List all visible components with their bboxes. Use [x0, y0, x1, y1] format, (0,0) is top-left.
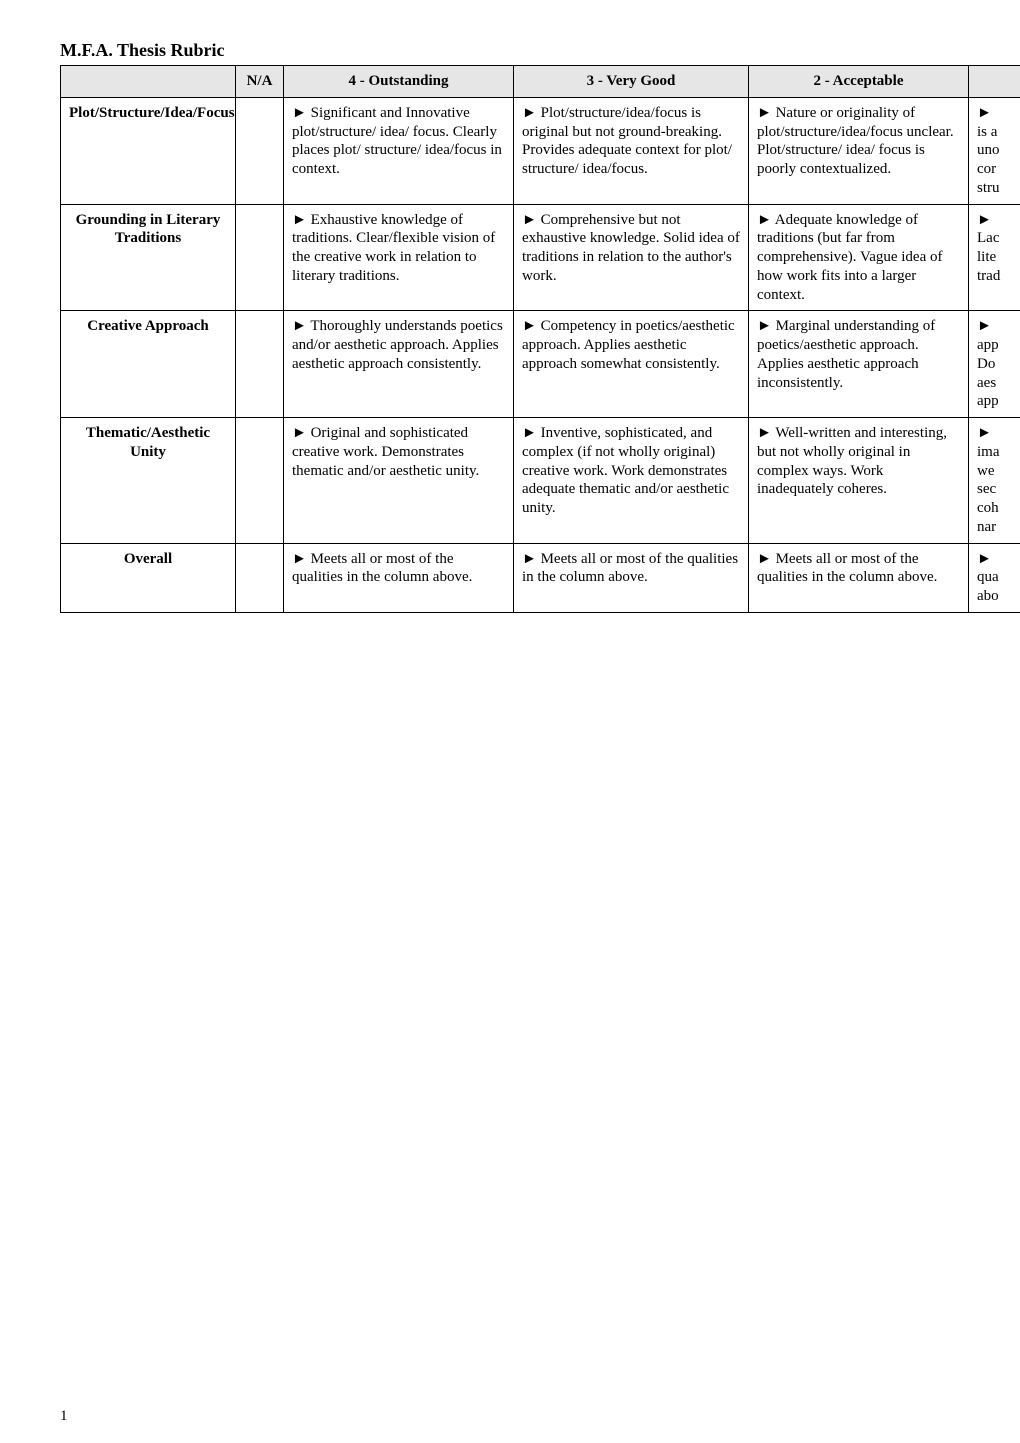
overall-very-good: ► Meets all or most of the qualities in … — [514, 543, 749, 612]
thematic-cutoff: ► ima we sec coh nar — [969, 418, 1020, 544]
criteria-creative: Creative Approach — [61, 311, 236, 418]
page-number: 1 — [60, 1408, 68, 1425]
creative-cutoff: ► app Do aes app — [969, 311, 1020, 418]
row-plot: Plot/Structure/Idea/Focus ► Significant … — [61, 97, 1020, 204]
grounding-cutoff: ► Lac lite trad — [969, 204, 1020, 311]
row-thematic: Thematic/Aesthetic Unity ► Original and … — [61, 418, 1020, 544]
na-grounding — [236, 204, 284, 311]
plot-very-good: ► Plot/structure/idea/focus is original … — [514, 97, 749, 204]
rubric-title: M.F.A. Thesis Rubric — [60, 40, 1020, 61]
grounding-acceptable: ► Adequate knowledge of traditions (but … — [749, 204, 969, 311]
header-outstanding: 4 - Outstanding — [284, 66, 514, 98]
plot-cutoff: ► is a uno cor stru — [969, 97, 1020, 204]
grounding-outstanding: ► Exhaustive knowledge of traditions. Cl… — [284, 204, 514, 311]
thematic-acceptable: ► Well-written and interesting, but not … — [749, 418, 969, 544]
header-criteria — [61, 66, 236, 98]
overall-outstanding: ► Meets all or most of the qualities in … — [284, 543, 514, 612]
overall-acceptable: ► Meets all or most of the qualities in … — [749, 543, 969, 612]
creative-very-good: ► Competency in poetics/aesthetic approa… — [514, 311, 749, 418]
row-creative: Creative Approach ► Thoroughly understan… — [61, 311, 1020, 418]
criteria-plot: Plot/Structure/Idea/Focus — [61, 97, 236, 204]
creative-outstanding: ► Thoroughly understands poetics and/or … — [284, 311, 514, 418]
thematic-very-good: ► Inventive, sophisticated, and complex … — [514, 418, 749, 544]
creative-acceptable: ► Marginal understanding of poetics/aest… — [749, 311, 969, 418]
row-overall: Overall ► Meets all or most of the quali… — [61, 543, 1020, 612]
header-row: N/A 4 - Outstanding 3 - Very Good 2 - Ac… — [61, 66, 1020, 98]
criteria-thematic: Thematic/Aesthetic Unity — [61, 418, 236, 544]
header-na: N/A — [236, 66, 284, 98]
na-plot — [236, 97, 284, 204]
grounding-very-good: ► Comprehensive but not exhaustive knowl… — [514, 204, 749, 311]
plot-outstanding: ► Significant and Innovative plot/struct… — [284, 97, 514, 204]
overall-cutoff: ► qua abo — [969, 543, 1020, 612]
rubric-table: N/A 4 - Outstanding 3 - Very Good 2 - Ac… — [60, 65, 1020, 613]
header-acceptable: 2 - Acceptable — [749, 66, 969, 98]
thematic-outstanding: ► Original and sophisticated creative wo… — [284, 418, 514, 544]
criteria-grounding: Grounding in Literary Traditions — [61, 204, 236, 311]
row-grounding: Grounding in Literary Traditions ► Exhau… — [61, 204, 1020, 311]
criteria-overall: Overall — [61, 543, 236, 612]
plot-acceptable: ► Nature or originality of plot/structur… — [749, 97, 969, 204]
na-overall — [236, 543, 284, 612]
header-cutoff — [969, 66, 1020, 98]
na-thematic — [236, 418, 284, 544]
header-very-good: 3 - Very Good — [514, 66, 749, 98]
na-creative — [236, 311, 284, 418]
